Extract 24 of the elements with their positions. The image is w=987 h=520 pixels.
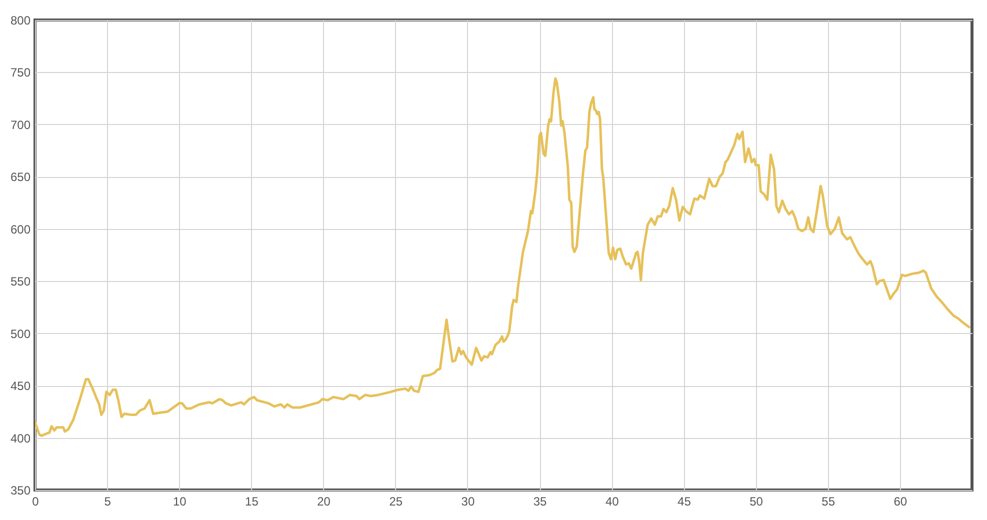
line-series: [35, 77, 970, 437]
x-tick-label: 60: [894, 494, 908, 508]
y-tick-label: 450: [10, 379, 31, 394]
x-tick-label: 20: [317, 494, 331, 508]
x-tick-label: 5: [104, 494, 112, 508]
y-tick-label: 600: [10, 222, 31, 236]
x-tick-label: 40: [605, 494, 620, 508]
y-tick-label: 400: [10, 431, 31, 446]
x-tick-label: 30: [461, 494, 475, 508]
x-tick-label: 45: [678, 494, 692, 508]
x-tick-label: 25: [389, 494, 403, 508]
y-tick-label: 550: [10, 274, 31, 289]
y-tick-label: 750: [10, 66, 31, 80]
x-tick-label: 55: [822, 494, 836, 508]
x-tick-label: 35: [533, 494, 548, 508]
x-tick-label: 0: [32, 494, 40, 508]
y-tick-label: 800: [10, 14, 31, 28]
y-tick-label: 700: [10, 118, 31, 132]
y-tick-label: 350: [10, 484, 31, 498]
y-tick-label: 500: [10, 326, 31, 341]
x-tick-label: 15: [245, 494, 259, 508]
x-tick-label: 10: [172, 494, 187, 508]
y-tick-label: 650: [10, 170, 31, 184]
x-tick-label: 50: [750, 494, 764, 508]
